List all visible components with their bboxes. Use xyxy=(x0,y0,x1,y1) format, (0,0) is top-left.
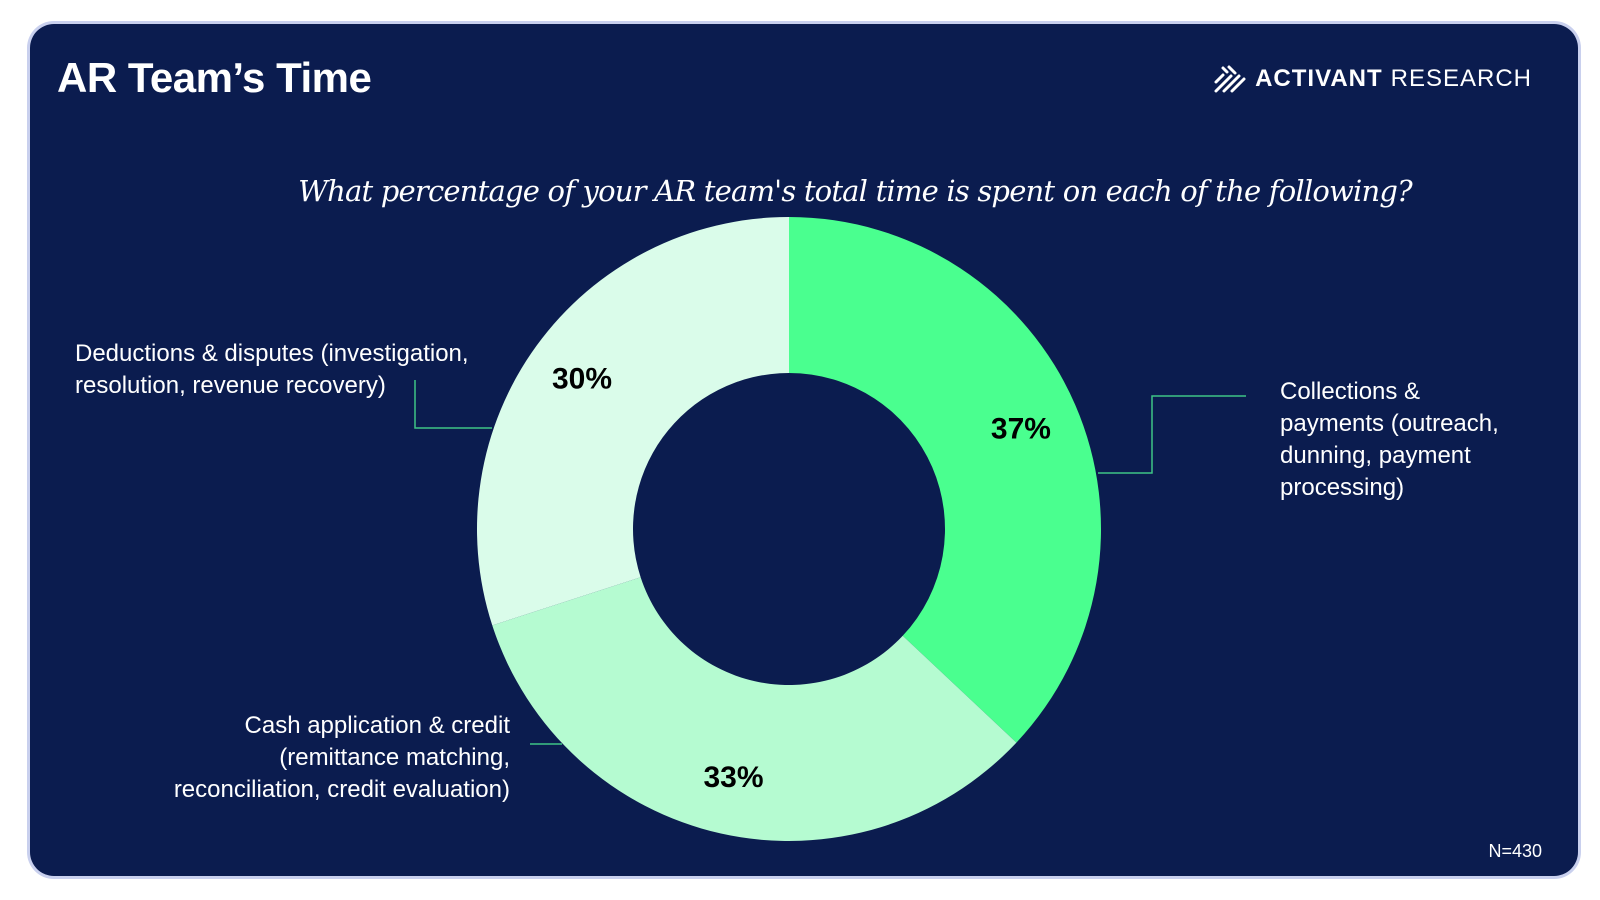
leader-collections xyxy=(1098,395,1246,474)
label-collections-line: Collections & xyxy=(1280,378,1421,405)
brand-subtitle: RESEARCH xyxy=(1390,65,1532,92)
label-deductions: Deductions & disputes (investigation, res… xyxy=(75,338,535,402)
label-collections-line: processing) xyxy=(1280,474,1405,501)
label-collections-line: payments (outreach, xyxy=(1280,410,1499,437)
brand-logo: ACTIVANT RESEARCH xyxy=(1213,64,1532,94)
label-cash-line: Cash application & credit xyxy=(244,712,510,739)
donut-chart: 37% 33% 30% xyxy=(414,216,1246,841)
slice-collections xyxy=(789,217,1102,743)
label-collections-line: dunning, payment xyxy=(1280,442,1471,469)
slice-collections-value: 37% xyxy=(991,413,1051,446)
page-title: AR Team’s Time xyxy=(57,54,372,101)
slice-deductions-value: 30% xyxy=(552,363,612,396)
brand-name: ACTIVANT xyxy=(1255,65,1383,92)
slice-deductions xyxy=(476,216,789,626)
chart-card: AR Team’s Time ACTIVANT RESEARCH What pe… xyxy=(30,24,1578,876)
leader-deductions xyxy=(414,380,492,429)
label-cash-line: (remittance matching, xyxy=(279,744,510,771)
activant-logo-icon xyxy=(1214,65,1246,93)
slice-cash xyxy=(492,577,1017,841)
label-cash-line: reconciliation, credit evaluation) xyxy=(173,776,510,803)
label-collections: Collections & payments (outreach, dunning,… xyxy=(1280,376,1560,504)
survey-question: What percentage of your AR team's total … xyxy=(298,174,1413,208)
sample-size-note: N=430 xyxy=(1488,841,1542,861)
slice-cash-value: 33% xyxy=(704,761,764,794)
label-deductions-line: resolution, revenue recovery) xyxy=(75,372,386,399)
label-deductions-line: Deductions & disputes (investigation, xyxy=(75,340,469,367)
label-cash: Cash application & credit (remittance mat… xyxy=(90,710,510,806)
